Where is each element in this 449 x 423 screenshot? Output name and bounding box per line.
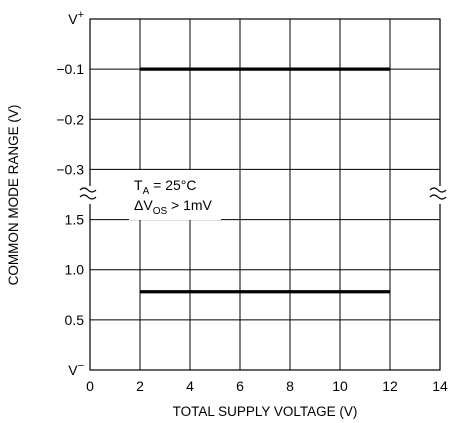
y-tick-label-upper: −0.3: [56, 161, 84, 177]
series-group: [140, 67, 390, 294]
x-tick-label: 14: [432, 378, 448, 394]
axis-break-right-wave-bottom: [429, 194, 447, 200]
y-tick-label-lower: V−: [68, 360, 84, 378]
grid: [90, 19, 440, 370]
condition-annotation: TA = 25°C ΔVOS > 1mV: [129, 170, 221, 220]
x-tick-label: 12: [382, 378, 398, 394]
y-tick-label-upper: −0.1: [56, 61, 84, 77]
axis-break-right-wave-top: [429, 187, 447, 193]
x-tick-label: 2: [136, 378, 144, 394]
condition-ta: TA = 25°C: [134, 177, 196, 197]
axis-break-right-mask: [428, 186, 449, 204]
annotation-background: [129, 170, 221, 220]
x-tick-label: 4: [186, 378, 194, 394]
x-tick-labels: 0 2 4 6 8 10 12 14: [86, 378, 448, 394]
x-tick-label: 8: [286, 378, 294, 394]
axis-break-left-wave-top: [79, 187, 97, 193]
y-tick-label-lower: 1.0: [65, 262, 85, 278]
x-tick-label: 0: [86, 378, 94, 394]
x-axis-title: TOTAL SUPPLY VOLTAGE (V): [173, 404, 358, 419]
x-tick-label: 10: [332, 378, 348, 394]
x-tick-label: 6: [236, 378, 244, 394]
axis-break-left-wave-bottom: [79, 194, 97, 200]
y-axis-title: COMMON MODE RANGE (V): [6, 105, 21, 286]
axis-break-left: [78, 186, 102, 204]
y-tick-label-lower: 0.5: [65, 312, 85, 328]
axis-break-right: [428, 186, 449, 204]
y-tick-label-upper: −0.2: [56, 111, 84, 127]
y-tick-label-lower: 1.5: [65, 212, 85, 228]
y-tick-labels: V+ −0.1 −0.2 −0.3 1.5 1.0 0.5 V−: [56, 9, 84, 378]
condition-vos: ΔVOS > 1mV: [134, 197, 213, 217]
y-tick-label-upper: V+: [68, 9, 84, 27]
